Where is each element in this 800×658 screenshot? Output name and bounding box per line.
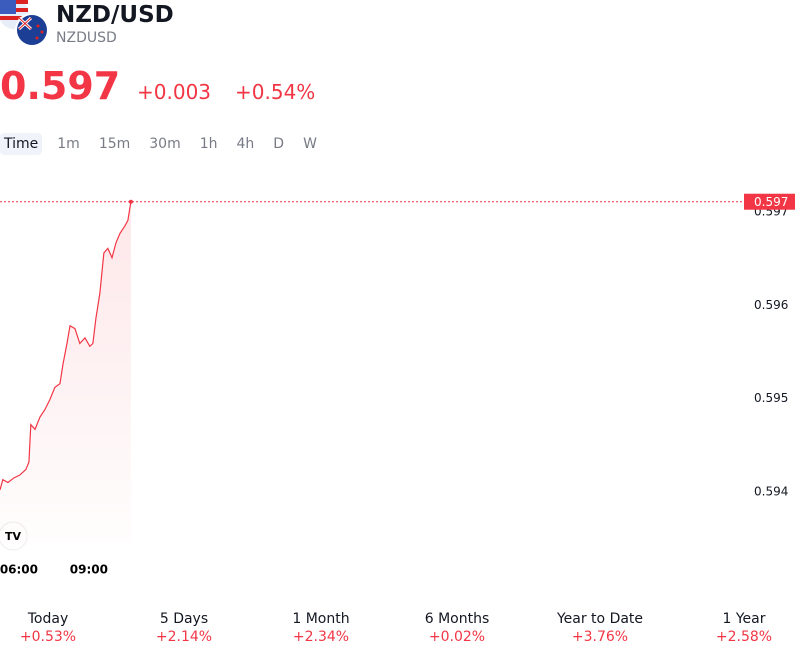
interval-button[interactable]: 1h [199,136,218,152]
interval-button[interactable]: D [273,136,285,152]
period-label[interactable]: 1 Month [292,611,350,627]
period-change[interactable]: +3.76% [571,629,629,645]
price: 0.597 [0,64,121,108]
y-tick-label: 0.595 [754,391,788,405]
x-tick-label: 06:00 [0,563,38,577]
interval-button[interactable]: 15m [98,136,131,152]
period-label[interactable]: Today [27,611,69,627]
x-tick-label: 09:00 [70,563,108,577]
interval-button[interactable]: 1m [57,136,80,152]
y-tick-label: 0.596 [754,298,788,312]
interval-bar: Time 1m 15m 30m 1h 4h D W [0,133,321,155]
period-change[interactable]: +2.58% [715,629,773,645]
price-change-percent: +0.54% [235,80,316,104]
interval-button[interactable]: W [303,136,317,152]
area [0,201,131,545]
period-change[interactable]: +2.14% [155,629,213,645]
y-tick-label: 0.594 [754,484,788,498]
symbol-title: NZD/USD [56,2,174,28]
interval-button[interactable]: 4h [236,136,255,152]
price-line [0,201,132,491]
symbol-code: NZDUSD [56,30,117,46]
currency-flags [0,0,49,47]
period-label[interactable]: 5 Days [159,611,209,627]
period-change[interactable]: +2.34% [292,629,350,645]
period-change[interactable]: +0.53% [19,629,77,645]
period-label[interactable]: 6 Months [424,611,490,627]
interval-button[interactable]: 30m [149,136,181,152]
interval-button[interactable]: Time [0,133,43,155]
period-label[interactable]: 1 Year [722,611,766,627]
last-price-label: 0.597 [754,195,788,209]
last-point [128,199,133,204]
period-label[interactable]: Year to Date [556,611,644,627]
price-change: +0.003 [137,80,212,104]
last-price-badge [744,193,795,210]
period-change[interactable]: +0.02% [428,629,486,645]
